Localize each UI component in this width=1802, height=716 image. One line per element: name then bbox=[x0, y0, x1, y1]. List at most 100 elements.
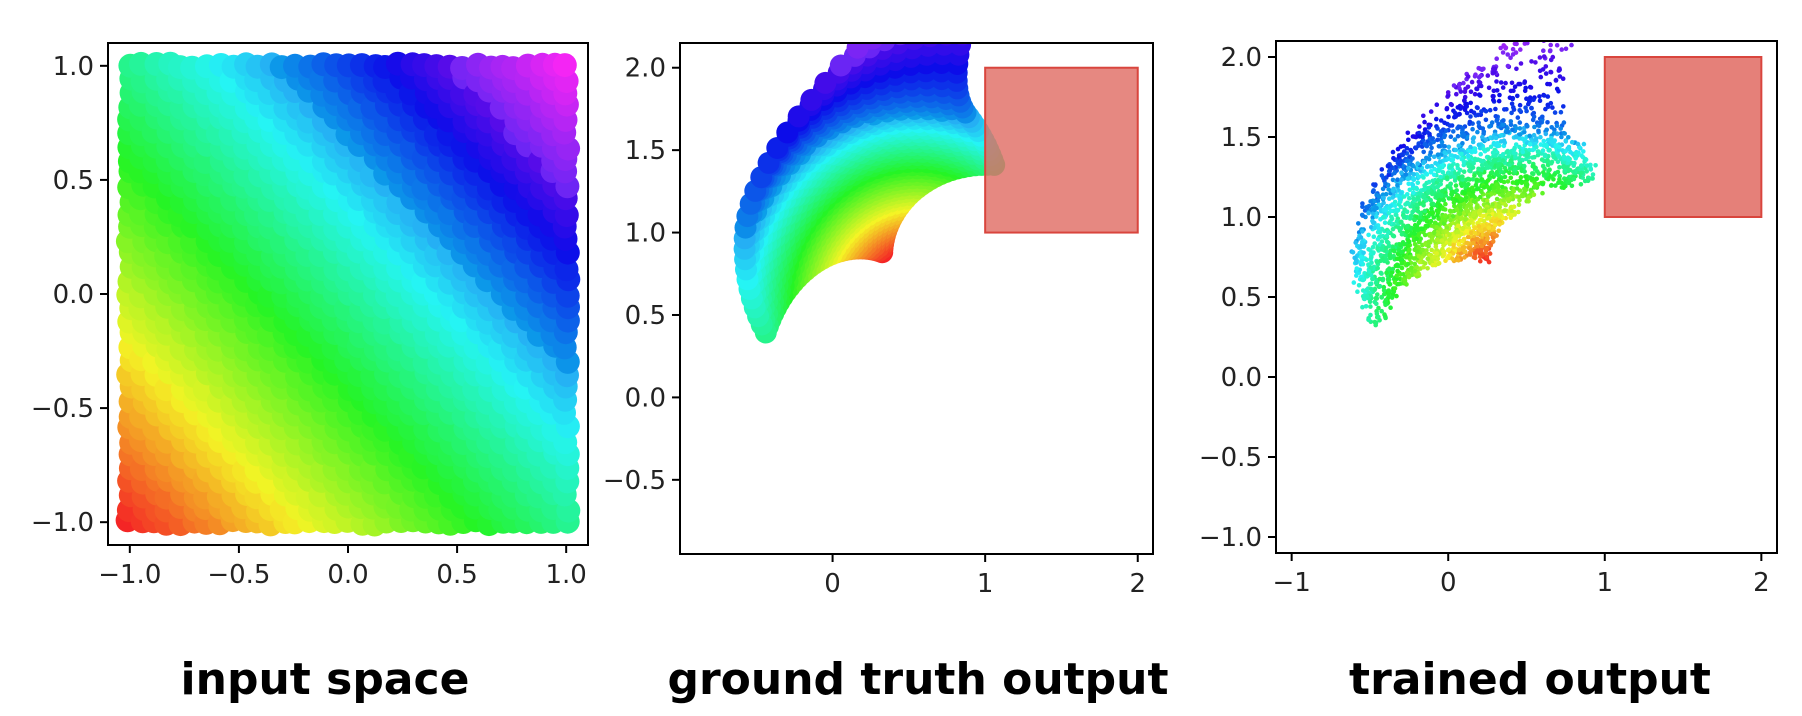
trained-output-point bbox=[1378, 258, 1383, 264]
trained-output-point bbox=[1370, 189, 1376, 195]
trained-output-point bbox=[1395, 183, 1400, 188]
trained-output-point bbox=[1386, 172, 1392, 178]
trained-output-point bbox=[1421, 113, 1426, 119]
trained-output-y-axis: 2.01.51.00.50.0−0.5−1.0 bbox=[1199, 43, 1276, 553]
trained-output-point bbox=[1405, 223, 1410, 229]
trained-output-point bbox=[1472, 225, 1477, 231]
trained-output-point bbox=[1358, 235, 1364, 240]
trained-output-point bbox=[1421, 264, 1426, 270]
trained-output-point bbox=[1461, 159, 1467, 165]
trained-output-point bbox=[1575, 24, 1580, 29]
trained-output-point bbox=[1394, 219, 1400, 224]
trained-output-point bbox=[1377, 283, 1383, 289]
trained-output-point bbox=[1545, 120, 1550, 125]
trained-output-point bbox=[1431, 230, 1437, 235]
trained-output-point bbox=[1428, 197, 1433, 203]
trained-output-point bbox=[1563, 139, 1569, 144]
trained-output-point bbox=[1563, 2, 1568, 7]
trained-output-point bbox=[1522, 163, 1527, 169]
trained-output-point bbox=[1408, 148, 1413, 153]
trained-output-point bbox=[1458, 251, 1463, 256]
trained-output-point bbox=[1559, 12, 1564, 17]
trained-output-point bbox=[1424, 217, 1429, 223]
trained-output-point bbox=[1394, 212, 1399, 218]
trained-output-point bbox=[1468, 205, 1474, 211]
trained-output-point bbox=[1470, 126, 1475, 132]
trained-output-point bbox=[1464, 134, 1470, 140]
trained-output-point bbox=[1412, 231, 1417, 236]
trained-output-point bbox=[1490, 93, 1496, 99]
trained-output-point bbox=[1540, 114, 1545, 120]
trained-output-point bbox=[1526, 101, 1531, 107]
trained-output-point bbox=[1509, 208, 1515, 214]
trained-output-point bbox=[1466, 181, 1471, 187]
trained-output-point bbox=[1360, 304, 1365, 310]
trained-output-point bbox=[1573, 3, 1578, 8]
trained-output-point bbox=[1476, 223, 1482, 229]
trained-output-point bbox=[1405, 192, 1410, 197]
trained-output-point bbox=[1552, 110, 1558, 115]
trained-output-point bbox=[1489, 170, 1495, 175]
trained-output-point bbox=[1392, 249, 1397, 254]
trained-output-point bbox=[1534, 169, 1540, 174]
trained-output-point bbox=[1472, 156, 1478, 162]
x-tick-label: −1 bbox=[1272, 568, 1310, 598]
trained-output-point bbox=[1453, 183, 1459, 188]
input-point bbox=[552, 53, 577, 78]
trained-output-point bbox=[1537, 55, 1543, 60]
y-tick-label: −0.5 bbox=[603, 466, 666, 496]
trained-output-point bbox=[1425, 266, 1430, 271]
trained-output-point bbox=[1550, 105, 1555, 110]
trained-output-point bbox=[1374, 311, 1380, 317]
ground-truth-point bbox=[787, 105, 810, 128]
trained-output-point bbox=[1538, 74, 1544, 80]
trained-output-point bbox=[1399, 265, 1405, 271]
trained-output-point bbox=[1408, 213, 1414, 218]
trained-output-point bbox=[1417, 191, 1422, 196]
trained-output-point bbox=[1418, 211, 1423, 217]
trained-output-point bbox=[1547, 147, 1552, 153]
ground-truth-point bbox=[776, 121, 799, 144]
trained-output-point bbox=[1538, 17, 1543, 22]
trained-output-point bbox=[1381, 214, 1386, 220]
trained-output-point bbox=[1522, 79, 1528, 84]
trained-output-point bbox=[1582, 156, 1588, 162]
trained-output-point bbox=[1370, 244, 1376, 250]
trained-output-point bbox=[1453, 236, 1458, 241]
trained-output-point bbox=[1483, 246, 1489, 251]
trained-output-point bbox=[1366, 317, 1371, 323]
trained-output-point bbox=[1367, 299, 1373, 305]
trained-output-point bbox=[1461, 162, 1467, 168]
trained-output-point bbox=[1456, 247, 1462, 253]
trained-output-point bbox=[1493, 114, 1499, 119]
trained-output-point bbox=[1502, 107, 1507, 112]
trained-output-point bbox=[1511, 88, 1516, 93]
trained-output-point bbox=[1441, 197, 1447, 203]
trained-output-point bbox=[1459, 151, 1464, 157]
trained-output-point bbox=[1531, 132, 1537, 138]
trained-output-point bbox=[1379, 173, 1385, 178]
trained-output-point bbox=[1478, 239, 1484, 245]
trained-output-point bbox=[1383, 191, 1389, 197]
trained-output-point bbox=[1490, 150, 1496, 156]
trained-output-point bbox=[1375, 292, 1380, 297]
trained-output-point bbox=[1497, 213, 1503, 219]
trained-output-point bbox=[1579, 153, 1584, 158]
y-tick-label: 2.0 bbox=[1221, 43, 1262, 73]
x-tick-label: 1.0 bbox=[546, 560, 587, 590]
trained-output-point bbox=[1476, 186, 1481, 191]
trained-output-point bbox=[1571, 176, 1577, 182]
trained-output-point bbox=[1512, 150, 1517, 156]
trained-output-point bbox=[1456, 124, 1461, 129]
trained-output-point bbox=[1444, 229, 1449, 234]
trained-output-point bbox=[1486, 85, 1492, 91]
trained-output-point bbox=[1485, 147, 1491, 152]
trained-output-point bbox=[1446, 196, 1452, 201]
trained-output-point bbox=[1489, 120, 1495, 125]
trained-output-point bbox=[1573, 156, 1578, 161]
trained-output-point bbox=[1390, 226, 1396, 232]
trained-output-point bbox=[1415, 195, 1421, 200]
trained-output-point bbox=[1501, 118, 1506, 123]
trained-output-point bbox=[1438, 227, 1443, 232]
trained-output-point bbox=[1407, 247, 1412, 253]
